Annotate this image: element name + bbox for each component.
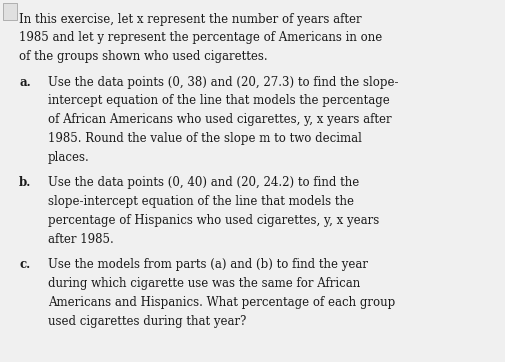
Text: Use the data points (0, 38) and (20, 27.3) to find the slope-: Use the data points (0, 38) and (20, 27.… <box>48 76 398 89</box>
Text: after 1985.: after 1985. <box>48 233 114 246</box>
Text: Americans and Hispanics. What percentage of each group: Americans and Hispanics. What percentage… <box>48 296 395 309</box>
Text: of the groups shown who used cigarettes.: of the groups shown who used cigarettes. <box>19 50 268 63</box>
Text: c.: c. <box>19 258 30 271</box>
Text: a.: a. <box>19 76 31 89</box>
Text: Use the data points (0, 40) and (20, 24.2) to find the: Use the data points (0, 40) and (20, 24.… <box>48 176 359 189</box>
Text: slope-intercept equation of the line that models the: slope-intercept equation of the line tha… <box>48 195 354 208</box>
Text: of African Americans who used cigarettes, y, x years after: of African Americans who used cigarettes… <box>48 113 391 126</box>
Text: intercept equation of the line that models the percentage: intercept equation of the line that mode… <box>48 94 390 108</box>
Text: Use the models from parts (a) and (b) to find the year: Use the models from parts (a) and (b) to… <box>48 258 368 271</box>
Text: 1985 and let y represent the percentage of Americans in one: 1985 and let y represent the percentage … <box>19 31 382 45</box>
Text: percentage of Hispanics who used cigarettes, y, x years: percentage of Hispanics who used cigaret… <box>48 214 379 227</box>
Text: during which cigarette use was the same for African: during which cigarette use was the same … <box>48 277 360 290</box>
Text: 1985. Round the value of the slope m to two decimal: 1985. Round the value of the slope m to … <box>48 132 362 145</box>
Text: In this exercise, let x represent the number of years after: In this exercise, let x represent the nu… <box>19 13 362 26</box>
Text: used cigarettes during that year?: used cigarettes during that year? <box>48 315 246 328</box>
Text: places.: places. <box>48 151 90 164</box>
Text: b.: b. <box>19 176 32 189</box>
